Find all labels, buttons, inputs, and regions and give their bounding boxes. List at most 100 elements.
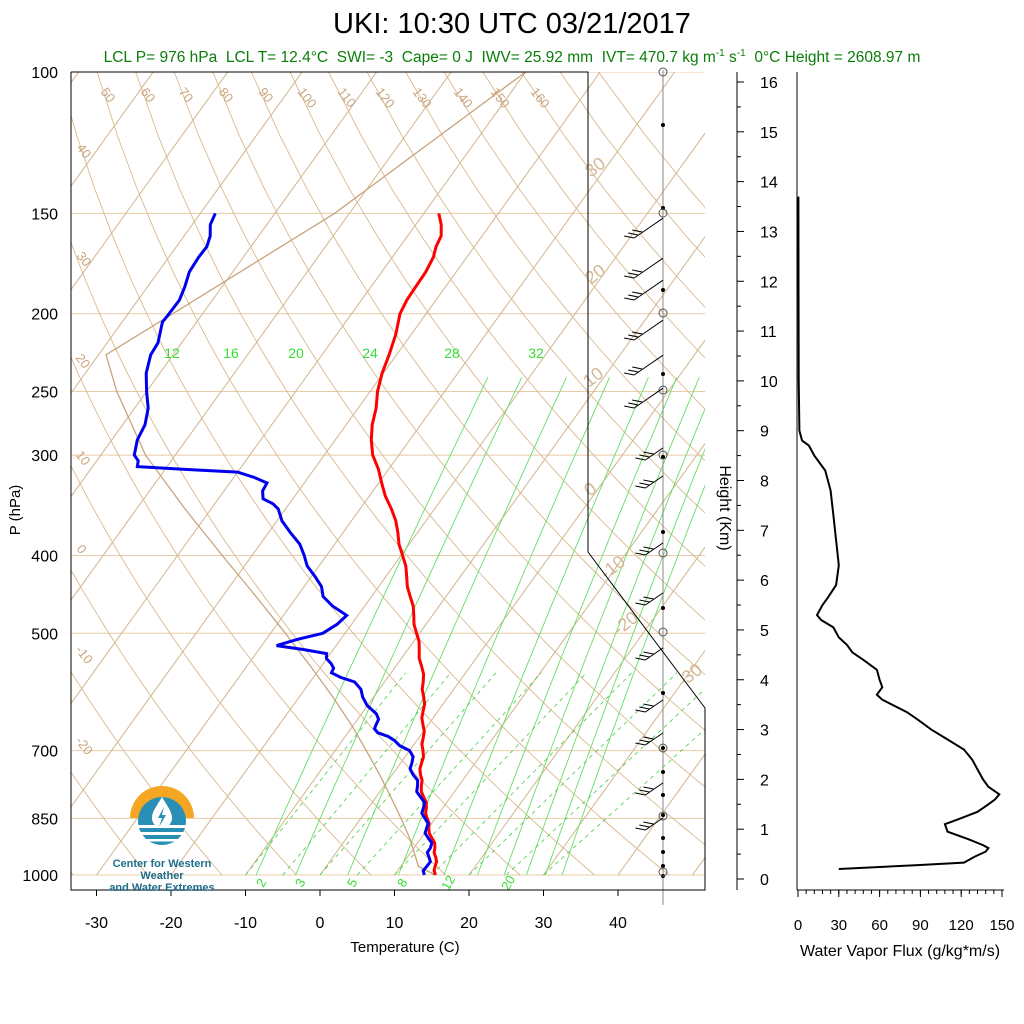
wind-barb-feather xyxy=(643,651,654,655)
wind-point xyxy=(661,746,665,750)
temperature-tick-label: 0 xyxy=(316,915,325,932)
temperature-tick-label: -30 xyxy=(85,915,108,932)
wind-barb-feather xyxy=(628,334,639,338)
moist-adiabat-line xyxy=(431,672,633,876)
isotherm-line xyxy=(71,72,229,291)
height-tick-label: 14 xyxy=(760,175,778,192)
dry-adiabat-line xyxy=(328,72,705,567)
wind-barb-feather xyxy=(643,479,654,483)
temperature-tick-label: -20 xyxy=(159,915,182,932)
isotherm-label: -30 xyxy=(673,659,706,691)
isotherm-label: 70 xyxy=(176,85,197,106)
mixing-ratio-line xyxy=(443,377,649,876)
pressure-tick-label: 300 xyxy=(31,448,58,465)
wind-barb xyxy=(645,647,664,661)
wind-barb-feather xyxy=(639,789,650,793)
isotherm-label: 130 xyxy=(410,85,435,111)
wind-barb-feather xyxy=(635,709,646,713)
lcl-pressure: LCL P= 976 hPa xyxy=(103,49,218,67)
wind-barb-feather xyxy=(632,331,643,335)
wind-barb-feather xyxy=(628,272,639,276)
wind-point xyxy=(661,455,665,459)
temperature-axis-label: Temperature (C) xyxy=(350,939,459,956)
dry-adiabat-line xyxy=(71,771,148,876)
wind-barb-feather xyxy=(639,706,650,710)
calm-wind-circle xyxy=(658,450,668,460)
wind-barb-feather xyxy=(632,366,643,370)
height-tick-label: 1 xyxy=(760,822,769,839)
wind-barb-feather xyxy=(643,821,654,825)
dry-adiabat-line xyxy=(71,241,521,876)
wind-barb-feather xyxy=(632,269,643,273)
dry-adiabat-line xyxy=(405,72,705,462)
pressure-tick-label: 100 xyxy=(31,65,58,82)
isotherm-label: -20 xyxy=(73,734,96,758)
isotherm-line xyxy=(468,546,705,876)
mixing-ratio-label: 24 xyxy=(362,345,378,361)
wind-barb-feather xyxy=(643,451,654,455)
cape-value: Cape= 0 J xyxy=(401,49,473,67)
isotherm-line xyxy=(319,339,705,876)
calm-wind-circle xyxy=(658,548,668,558)
mixing-ratio-label: 3 xyxy=(292,876,309,890)
dry-adiabat-line xyxy=(289,72,705,621)
temperature-tick-label: 30 xyxy=(535,915,553,932)
wind-barb-feather xyxy=(639,599,650,603)
isotherm-line xyxy=(96,72,676,876)
mixing-ratio-line xyxy=(561,484,705,876)
dry-adiabat-line xyxy=(482,72,705,359)
dry-adiabat-line xyxy=(520,72,705,308)
mixing-ratio-label: 16 xyxy=(223,345,239,361)
water-drop-logo-icon xyxy=(130,786,194,845)
calm-wind-circle xyxy=(658,385,668,395)
chart-title: UKI: 10:30 UTC 03/21/2017 xyxy=(333,8,691,40)
wind-barb xyxy=(645,542,664,556)
moist-adiabat-line xyxy=(356,672,542,876)
height-tick-label: 9 xyxy=(760,424,769,441)
height-tick-label: 7 xyxy=(760,523,769,540)
parcel-trace-line xyxy=(105,72,527,876)
mixing-ratio-label: 20 xyxy=(288,345,304,361)
dry-adiabat-line xyxy=(71,356,446,876)
dry-adiabat-line xyxy=(173,72,705,788)
height-tick-label: 16 xyxy=(760,75,778,92)
wind-barb-feather xyxy=(632,399,643,403)
wind-barb-feather xyxy=(632,229,643,233)
isotherm-line xyxy=(71,72,601,808)
calm-wind-circle xyxy=(658,743,668,753)
wind-point xyxy=(661,123,665,127)
swi-value: SWI= -3 xyxy=(336,49,394,67)
wind-barb-feather xyxy=(635,552,646,556)
wind-barb-feather xyxy=(639,454,650,458)
wind-barb-feather xyxy=(628,402,639,406)
mixing-ratio-label: 20 xyxy=(498,873,518,893)
wind-barb-feather xyxy=(643,546,654,550)
calm-wind-circle xyxy=(658,811,668,821)
flux-tick-label: 0 xyxy=(794,917,802,934)
mixing-ratio-label: 12 xyxy=(438,873,458,893)
iwv-value: IWV= 25.92 mm xyxy=(481,49,594,67)
wind-barb-feather xyxy=(639,482,650,486)
ivt-value: IVT= 470.7 kg m-1 s-1 xyxy=(601,48,746,67)
wind-barb-feather xyxy=(624,275,635,279)
calm-wind-circle xyxy=(658,308,668,318)
height-tick-label: 4 xyxy=(760,673,769,690)
wind-barb-feather xyxy=(635,457,646,461)
dry-adiabat-line xyxy=(212,72,705,731)
wind-barb xyxy=(633,387,664,409)
isotherm-label: 10 xyxy=(73,448,94,469)
calm-wind-circle xyxy=(658,208,668,218)
wind-barb xyxy=(633,257,664,279)
isotherm-line xyxy=(543,649,705,876)
isotherm-line xyxy=(394,442,705,876)
wind-point xyxy=(661,606,665,610)
mixing-ratio-line xyxy=(525,407,705,876)
dry-adiabat-line xyxy=(71,464,372,876)
moist-adiabat-line xyxy=(468,672,678,876)
height-tick-label: 6 xyxy=(760,573,769,590)
mixing-ratio-line xyxy=(397,377,611,876)
pressure-tick-label: 250 xyxy=(31,385,58,402)
dry-adiabat-line xyxy=(443,72,705,410)
isotherm-label: 110 xyxy=(335,85,360,111)
isotherm-line xyxy=(0,72,4,875)
